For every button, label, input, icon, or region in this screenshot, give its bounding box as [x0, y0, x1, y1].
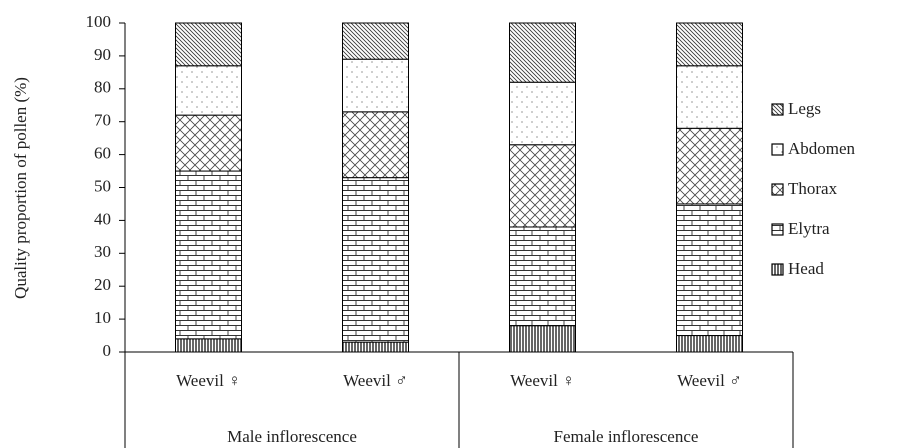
bar-segment: [342, 58, 409, 113]
bar-segment: [509, 22, 576, 83]
y-axis-label: Quality proportion of pollen (%): [11, 77, 30, 299]
y-tick-label: 70: [94, 111, 111, 130]
bar-segment: [175, 65, 242, 116]
legend-swatch: [771, 143, 784, 156]
y-tick-label: 0: [103, 341, 112, 360]
bar-segment: [509, 325, 576, 353]
y-tick-label: 40: [94, 209, 111, 228]
y-tick-label: 20: [94, 275, 111, 294]
bar-segment: [676, 65, 743, 129]
y-tick-label: 10: [94, 308, 111, 327]
legend-label: Thorax: [788, 179, 838, 198]
group-label: Female inflorescence: [554, 427, 699, 446]
bar-segment: [509, 144, 576, 228]
legend-swatch: [771, 103, 784, 116]
y-tick-label: 30: [94, 242, 111, 261]
bar-segment: [342, 111, 409, 179]
legend-swatch: [771, 223, 784, 236]
y-tick-label: 50: [94, 176, 111, 195]
x-tick-label: Weevil ♂: [343, 371, 408, 390]
legend-label: Legs: [788, 99, 821, 118]
bar-segment: [676, 335, 743, 353]
bar-segment: [676, 127, 743, 205]
bar-segment: [342, 177, 409, 343]
bar-segment: [175, 170, 242, 340]
x-tick-label: Weevil ♀: [510, 371, 575, 390]
group-label: Male inflorescence: [227, 427, 357, 446]
bar-segment: [175, 338, 242, 353]
bar-segment: [342, 341, 409, 353]
x-tick-label: Weevil ♀: [176, 371, 241, 390]
bar-segment: [676, 22, 743, 67]
bar-segment: [175, 22, 242, 67]
x-tick-label: Weevil ♂: [677, 371, 742, 390]
y-tick-label: 80: [94, 78, 111, 97]
bar-segment: [509, 81, 576, 146]
bar-segment: [342, 22, 409, 60]
y-tick-label: 100: [86, 12, 112, 31]
y-tick-label: 90: [94, 45, 111, 64]
legend-swatch: [771, 263, 784, 276]
legend-label: Abdomen: [788, 139, 856, 158]
y-tick-label: 60: [94, 144, 111, 163]
bar-segment: [676, 203, 743, 337]
bar-segment: [509, 226, 576, 327]
legend-label: Elytra: [788, 219, 830, 238]
bar-segment: [175, 114, 242, 172]
legend-swatch: [771, 183, 784, 196]
legend-label: Head: [788, 259, 824, 278]
